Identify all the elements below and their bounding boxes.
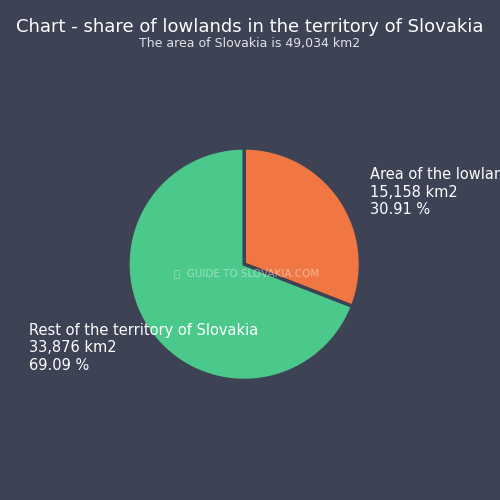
Wedge shape xyxy=(244,148,360,306)
Text: The area of Slovakia is 49,034 km2: The area of Slovakia is 49,034 km2 xyxy=(140,38,360,51)
Text: Rest of the territory of Slovakia
33,876 km2
69.09 %: Rest of the territory of Slovakia 33,876… xyxy=(29,323,258,373)
Wedge shape xyxy=(128,148,352,380)
Text: Chart - share of lowlands in the territory of Slovakia: Chart - share of lowlands in the territo… xyxy=(16,18,484,36)
Text: Area of the lowlands
15,158 km2
30.91 %: Area of the lowlands 15,158 km2 30.91 % xyxy=(370,167,500,217)
Text: ⛰  GUIDE TO SLOVAKIA.COM: ⛰ GUIDE TO SLOVAKIA.COM xyxy=(174,268,319,278)
